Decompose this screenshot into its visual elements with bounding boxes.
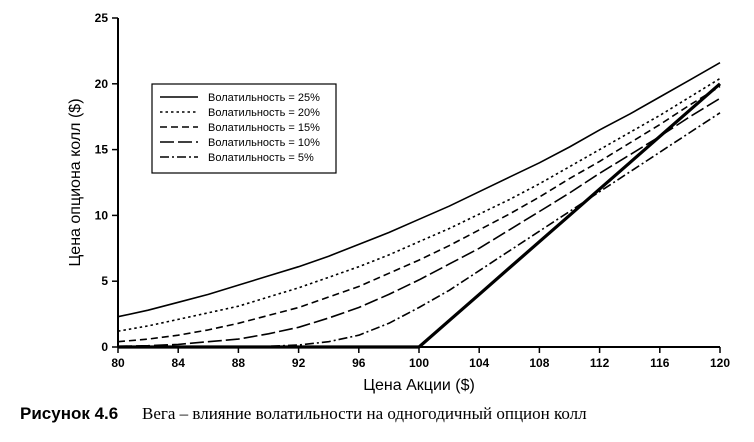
legend-label: Волатильность = 15% <box>208 122 320 134</box>
x-tick-label: 100 <box>409 356 429 370</box>
x-tick-label: 104 <box>469 356 489 370</box>
legend-label: Волатильность = 25% <box>208 92 320 104</box>
x-tick-label: 108 <box>529 356 549 370</box>
legend: Волатильность = 25% Волатильность = 20% Во… <box>151 83 337 174</box>
x-tick-label: 116 <box>650 356 670 370</box>
legend-label: Волатильность = 10% <box>208 137 320 149</box>
y-tick-label: 10 <box>95 208 109 222</box>
y-axis-label: Цена опциона колл ($) <box>67 98 84 266</box>
series-line <box>117 97 721 348</box>
y-tick-label: 20 <box>95 77 109 91</box>
call-option-vega-chart: 0 5 10 15 20 25 80 84 88 92 96 100 104 108 112 116 120 В… <box>67 11 731 394</box>
x-axis-label: Цена Акции ($) <box>363 377 475 394</box>
legend-label: Волатильность = 20% <box>208 107 320 119</box>
x-tick-label: 84 <box>172 356 186 370</box>
y-tick-label: 25 <box>95 11 109 25</box>
legend-label: Волатильность = 5% <box>208 152 314 164</box>
figure-caption: Рисунок 4.6 Вега – влияние волатильности … <box>20 404 750 434</box>
series-line <box>118 112 721 348</box>
x-tick-label: 92 <box>292 356 306 370</box>
figure-number: Рисунок 4.6 <box>20 404 119 423</box>
series-line <box>117 62 721 318</box>
x-tick-label: 88 <box>232 356 246 370</box>
y-tick-label: 15 <box>95 143 109 157</box>
y-tick-label: 0 <box>101 340 108 354</box>
series-line <box>117 77 721 332</box>
figure-caption-text: Вега – влияние волатильности на одногоди… <box>142 404 587 423</box>
series-line <box>117 85 721 343</box>
x-tick-label: 80 <box>111 356 125 370</box>
axes: 0 5 10 15 20 25 80 84 88 92 96 100 104 108 112 116 120 <box>95 11 731 370</box>
y-tick-label: 5 <box>101 274 108 288</box>
legend-box <box>151 83 337 174</box>
x-tick-label: 96 <box>352 356 366 370</box>
x-tick-label: 112 <box>590 356 610 370</box>
x-tick-label: 120 <box>710 356 730 370</box>
